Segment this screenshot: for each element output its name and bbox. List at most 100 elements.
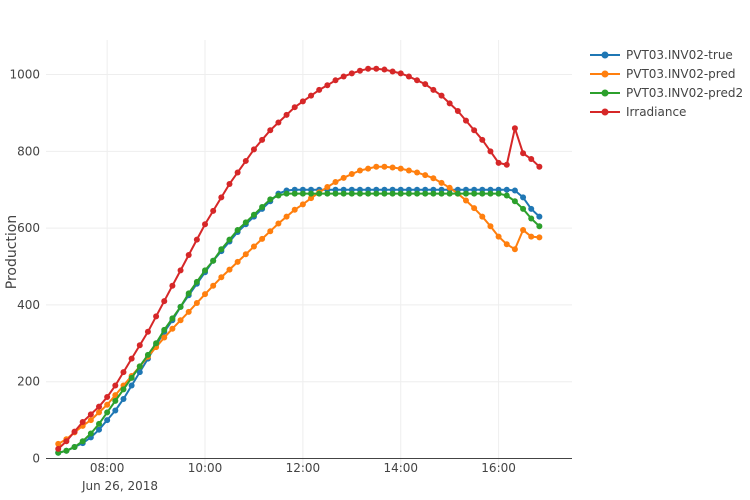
data-point (414, 190, 421, 197)
data-point (503, 186, 510, 193)
series-pvt03-inv02-true (55, 186, 543, 456)
legend-item[interactable]: PVT03.INV02-pred2 (590, 86, 743, 100)
data-point (79, 438, 86, 445)
data-point (462, 197, 469, 204)
x-tick-label: 10:00 (188, 461, 223, 475)
data-point (185, 252, 192, 258)
series-irradiance (55, 65, 543, 452)
data-point (356, 67, 363, 74)
data-point (87, 417, 94, 424)
data-point (430, 175, 437, 182)
grid-layer (46, 40, 572, 470)
data-point (185, 290, 192, 297)
data-point (299, 190, 306, 197)
data-point (332, 179, 339, 186)
data-point (511, 125, 518, 132)
data-point (536, 163, 543, 170)
data-point (422, 172, 429, 179)
data-point (112, 392, 119, 399)
data-point (275, 220, 282, 227)
data-point (169, 325, 176, 332)
data-point (405, 73, 412, 80)
data-point (520, 227, 527, 234)
data-point (55, 440, 62, 447)
data-point (536, 223, 543, 230)
data-point (462, 190, 469, 197)
data-point (373, 190, 380, 197)
data-point (471, 205, 478, 212)
legend-item[interactable]: Irradiance (590, 105, 686, 119)
data-point (528, 233, 535, 240)
data-point (104, 409, 111, 416)
data-point (397, 165, 404, 172)
legend-item[interactable]: PVT03.INV02-true (590, 48, 733, 62)
data-point (471, 190, 478, 197)
data-point (340, 174, 347, 181)
legend-swatch-marker (601, 51, 609, 59)
data-point (479, 136, 486, 143)
data-point (96, 420, 103, 427)
data-point (405, 190, 412, 197)
data-point (283, 190, 290, 197)
data-point (193, 278, 200, 285)
data-point (381, 66, 388, 73)
data-point (340, 73, 347, 80)
data-point (250, 211, 257, 218)
data-point (96, 409, 103, 416)
series-line (58, 188, 541, 454)
data-point (520, 194, 527, 201)
data-point (348, 170, 355, 177)
y-tick-label: 200 (17, 375, 40, 389)
data-point (250, 146, 257, 153)
data-point (226, 180, 233, 187)
data-point (528, 215, 535, 222)
data-point (495, 159, 502, 166)
legend[interactable]: PVT03.INV02-true PVT03.INV02-pred PVT03.IN… (590, 48, 743, 119)
data-point (503, 161, 510, 168)
data-point (153, 340, 160, 347)
data-point (291, 206, 298, 213)
data-point (365, 190, 372, 197)
data-point (308, 195, 315, 202)
data-point (234, 169, 241, 176)
legend-swatch-marker (601, 89, 609, 97)
data-point (128, 374, 135, 381)
data-point (356, 167, 363, 174)
data-point (169, 315, 176, 322)
series-line (58, 192, 541, 454)
data-point (479, 190, 486, 197)
data-point (397, 70, 404, 77)
data-point (324, 184, 331, 191)
y-tick-label: 800 (17, 144, 40, 158)
data-point (87, 411, 94, 418)
data-point (503, 241, 510, 248)
data-point (161, 298, 168, 305)
data-point (373, 163, 380, 170)
data-point (283, 111, 290, 118)
data-point (446, 190, 453, 197)
legend-label: PVT03.INV02-pred2 (626, 86, 743, 100)
data-point (528, 156, 535, 163)
data-point (373, 65, 380, 72)
data-point (202, 291, 209, 298)
data-point (528, 205, 535, 212)
legend-item[interactable]: PVT03.INV02-pred (590, 67, 735, 81)
data-point (422, 81, 429, 88)
y-tick-label: 400 (17, 298, 40, 312)
y-axis-title: Production (4, 215, 20, 289)
data-point (536, 213, 543, 220)
x-tick-label: 12:00 (286, 461, 321, 475)
data-point (226, 236, 233, 243)
data-point (430, 190, 437, 197)
data-point (87, 430, 94, 437)
data-point (112, 397, 119, 404)
data-point (71, 443, 78, 450)
data-point (454, 190, 461, 197)
data-point (414, 77, 421, 84)
data-point (332, 190, 339, 197)
data-point (185, 308, 192, 315)
data-point (471, 127, 478, 134)
data-point (389, 164, 396, 171)
data-point (144, 328, 151, 335)
